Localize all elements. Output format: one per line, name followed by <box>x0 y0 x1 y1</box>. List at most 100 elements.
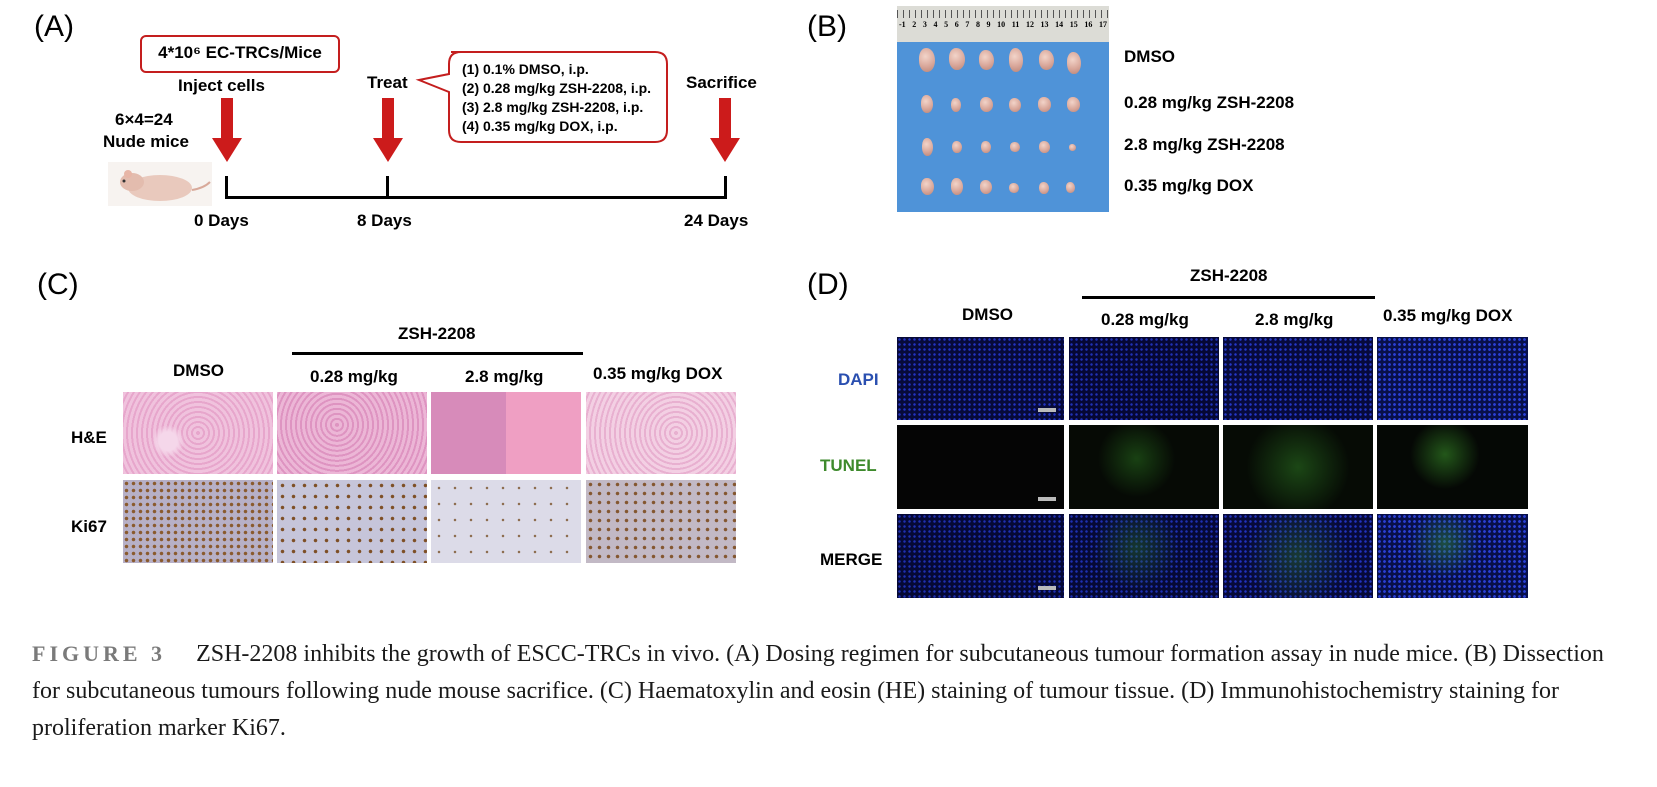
sacrifice-label: Sacrifice <box>686 73 757 92</box>
tumor <box>1067 97 1080 112</box>
ki67-image <box>123 480 273 563</box>
tumor <box>1010 142 1020 152</box>
compound-bracket <box>292 352 583 355</box>
column-header: DMSO <box>962 305 1013 324</box>
inject-label: Inject cells <box>178 76 265 95</box>
compound-label: ZSH-2208 <box>1190 266 1268 285</box>
treatment-item: (3) 2.8 mg/kg ZSH-2208, i.p. <box>462 99 644 115</box>
mice-count: 6×4=24 <box>115 110 173 129</box>
panel-b-letter: (B) <box>807 10 847 43</box>
tumor <box>1009 48 1023 72</box>
treatment-item: (2) 0.28 mg/kg ZSH-2208, i.p. <box>462 80 652 96</box>
panel-d-letter: (D) <box>807 268 849 301</box>
timeline-axis <box>225 196 727 199</box>
dapi-image <box>1377 337 1528 420</box>
row-label-merge: MERGE <box>820 550 883 569</box>
tumor <box>1039 50 1054 70</box>
cells-box <box>140 35 340 73</box>
scale-bar <box>1038 408 1056 412</box>
tumor <box>1009 98 1021 112</box>
panel-a-letter: (A) <box>34 10 74 43</box>
column-header: 0.28 mg/kg <box>310 367 398 386</box>
tumor <box>1039 141 1050 153</box>
group-label: 0.28 mg/kg ZSH-2208 <box>1124 93 1295 112</box>
he-image <box>277 392 427 474</box>
tumor <box>921 178 934 195</box>
tumor-photo: -1 2 3 4 5 6 7 8 9 10 11 12 13 14 15 16 17 <box>897 6 1109 212</box>
ki67-image <box>586 480 736 563</box>
treatment-item: (1) 0.1% DMSO, i.p. <box>462 61 589 77</box>
group-label: DMSO <box>1124 47 1175 66</box>
tumor <box>1069 144 1076 151</box>
merge-image <box>1223 514 1373 598</box>
day-label: 8 Days <box>357 211 412 230</box>
mice-label: Nude mice <box>103 132 189 151</box>
tumor <box>951 178 963 195</box>
column-header: 0.28 mg/kg <box>1101 310 1189 329</box>
panel-c-letter: (C) <box>37 268 79 301</box>
tumor <box>951 98 961 112</box>
tumor <box>921 95 933 113</box>
tunel-image <box>1223 425 1373 509</box>
timeline-tick <box>225 176 228 198</box>
timeline-tick <box>386 176 389 198</box>
timeline-tick <box>724 176 727 198</box>
treatment-callout <box>415 51 668 143</box>
column-header: 2.8 mg/kg <box>1255 310 1334 329</box>
scale-bar <box>1038 586 1056 590</box>
tumor <box>1009 183 1019 193</box>
column-header: DMSO <box>173 361 224 380</box>
row-label: H&E <box>71 428 107 447</box>
column-header: 0.35 mg/kg DOX <box>593 364 723 383</box>
tumor <box>980 97 993 112</box>
tunel-image <box>1069 425 1219 509</box>
ruler-numbers: -1 2 3 4 5 6 7 8 9 10 11 12 13 14 15 16 17 <box>899 20 1107 29</box>
column-header: 0.35 mg/kg DOX <box>1383 306 1513 325</box>
tumor <box>979 50 994 70</box>
merge-image <box>1069 514 1219 598</box>
tumor <box>1066 182 1075 193</box>
treatment-list: (1) 0.1% DMSO, i.p. (2) 0.28 mg/kg ZSH-2… <box>462 60 651 136</box>
arrow-down-icon <box>373 98 403 162</box>
figure-caption: FIGURE 3 ZSH-2208 inhibits the growth of … <box>32 635 1627 747</box>
ruler-ticks <box>897 10 1109 18</box>
dapi-image <box>897 337 1064 420</box>
merge-image <box>1377 514 1528 598</box>
tumor <box>980 180 992 194</box>
tumor <box>919 48 935 72</box>
group-label: 2.8 mg/kg ZSH-2208 <box>1124 135 1285 154</box>
ki67-image <box>277 480 427 563</box>
group-label: 0.35 mg/kg DOX <box>1124 176 1254 195</box>
day-label: 24 Days <box>684 211 749 230</box>
scale-bar <box>1038 497 1056 501</box>
compound-label: ZSH-2208 <box>398 324 476 343</box>
day-label: 0 Days <box>194 211 249 230</box>
tumor <box>981 141 991 153</box>
cells-box-label: 4*10⁶ EC-TRCs/Mice <box>158 43 322 62</box>
tumor <box>1067 52 1081 74</box>
compound-bracket <box>1082 296 1375 299</box>
tumor <box>922 138 933 156</box>
merge-image <box>897 514 1064 598</box>
row-label-tunel: TUNEL <box>820 456 877 475</box>
dapi-image <box>1069 337 1219 420</box>
arrow-down-icon <box>710 98 740 162</box>
tunel-image <box>1377 425 1528 509</box>
caption-text: ZSH-2208 inhibits the growth of ESCC-TRC… <box>32 641 1604 741</box>
treat-label: Treat <box>367 73 408 92</box>
treatment-item: (4) 0.35 mg/kg DOX, i.p. <box>462 118 618 134</box>
tumor <box>949 48 965 70</box>
dapi-image <box>1223 337 1373 420</box>
tumor <box>952 141 962 153</box>
row-label: Ki67 <box>71 517 107 536</box>
tumor <box>1039 182 1049 194</box>
ki67-image <box>431 480 581 563</box>
tunel-image <box>897 425 1064 509</box>
mouse-image <box>108 162 212 206</box>
he-image <box>431 392 581 474</box>
column-header: 2.8 mg/kg <box>465 367 544 386</box>
figure-label: FIGURE 3 <box>32 641 167 666</box>
he-image <box>586 392 736 474</box>
he-image <box>123 392 273 474</box>
arrow-down-icon <box>212 98 242 162</box>
